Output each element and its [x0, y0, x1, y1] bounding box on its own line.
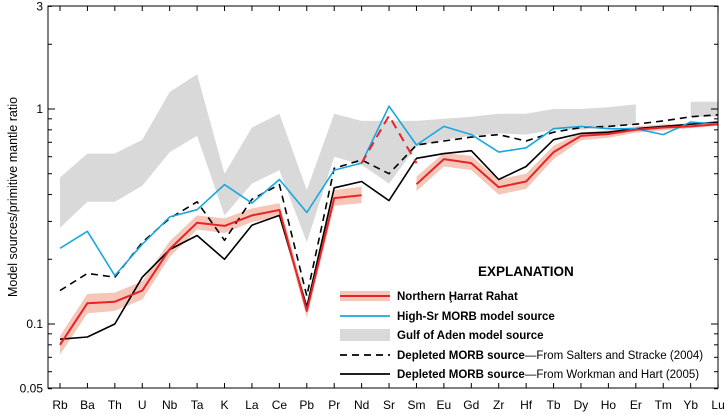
legend-label-bold: Northern Ḩarrat Rahat [397, 291, 518, 303]
legend-label: Gulf of Aden model source [397, 330, 544, 342]
x-tick-label-ho: Ho [601, 398, 617, 412]
x-tick-label-sr: Sr [383, 398, 395, 412]
legend-label-bold: Gulf of Aden model source [397, 330, 544, 342]
x-tick-label-ta: Ta [191, 398, 204, 412]
legend-label-bold: High-Sr MORB model source [397, 311, 555, 323]
series-lines-layer [59, 105, 719, 346]
series-line-northern-harrat-rahat-0 [415, 123, 719, 189]
legend-swatch-band [340, 329, 390, 341]
legend-entry-2: Gulf of Aden model source [340, 329, 544, 342]
x-tick-label-dy: Dy [574, 398, 589, 412]
series-line-northern-harrat-rahat-0-dashed-segment [360, 113, 418, 164]
legend-label: High-Sr MORB model source [397, 311, 555, 323]
x-tick-label-zr: Zr [493, 398, 504, 412]
x-tick-label-yb: Yb [683, 398, 698, 412]
y-tick-label-1: 1 [36, 102, 43, 116]
x-tick-label-tb: Tb [547, 398, 561, 412]
x-tick-label-nb: Nb [162, 398, 178, 412]
gulf-of-aden-band [60, 74, 636, 243]
legend-label: Northern Ḩarrat Rahat [397, 291, 518, 303]
x-tick-label-sm: Sm [407, 398, 425, 412]
x-tick-label-rb: Rb [52, 398, 68, 412]
series-line-high-sr-morb-model-source-1 [59, 105, 719, 277]
legend-entry-1: High-Sr MORB model source [340, 311, 555, 323]
x-tick-label-pr: Pr [328, 398, 340, 412]
legend-entry-0: Northern Ḩarrat Rahat [340, 291, 518, 303]
legend-label-bold: Depleted MORB source [397, 369, 525, 381]
x-tick-label-k: K [221, 398, 229, 412]
plot-frame [47, 5, 719, 389]
y-axis-title: Model sources/primitive mantle ratio [6, 97, 20, 297]
y-tick-label-3: 3 [36, 0, 43, 13]
x-tick-label-pb: Pb [299, 398, 314, 412]
axis-ticks-layer: Rb Ba Th U Nb Ta K La Ce Pb Pr Nd Sr Sm Eu Gd Zr Hf Tb Dy Ho… [20, 0, 725, 412]
legend: EXPLANATION Northern Ḩarrat Rahat High-Sr… [340, 264, 703, 381]
x-tick-label-gd: Gd [463, 398, 479, 412]
x-tick-label-eu: Eu [437, 398, 452, 412]
gulf-of-aden-band [690, 101, 719, 117]
legend-entry-4: Depleted MORB source—From Workman and Ha… [340, 369, 699, 381]
legend-label-bold: Depleted MORB source [397, 350, 525, 362]
x-tick-label-la: La [245, 398, 259, 412]
x-tick-label-nd: Nd [354, 398, 369, 412]
x-tick-label-er: Er [630, 398, 642, 412]
northern-harrat-rahat-uncertainty-band [416, 122, 719, 195]
y-tick-label-0-05: 0.05 [20, 382, 44, 396]
x-tick-label-hf: Hf [520, 398, 533, 412]
northern-harrat-rahat-uncertainty-layer [60, 122, 719, 355]
legend-title: EXPLANATION [478, 264, 574, 279]
legend-entry-3: Depleted MORB source—From Salters and St… [340, 350, 703, 362]
legend-label: Depleted MORB source—From Workman and Ha… [397, 369, 699, 381]
x-tick-label-u: U [138, 398, 147, 412]
legend-label: Depleted MORB source—From Salters and St… [397, 350, 703, 362]
gulf-of-aden-band-layer [60, 74, 719, 243]
y-tick-label-0-1: 0.1 [26, 317, 43, 331]
x-tick-label-lu: Lu [711, 398, 724, 412]
x-tick-label-tm: Tm [655, 398, 672, 412]
series-line-northern-harrat-rahat-0 [59, 194, 362, 346]
series-line-depleted-morb-source-2 [59, 114, 719, 297]
x-tick-label-ce: Ce [272, 398, 288, 412]
legend-label-source: —From Salters and Stracke (2004) [525, 350, 703, 362]
x-tick-label-th: Th [108, 398, 122, 412]
legend-label-source: —From Workman and Hart (2005) [525, 369, 699, 381]
x-tick-label-ba: Ba [80, 398, 95, 412]
northern-harrat-rahat-uncertainty-band [60, 186, 362, 355]
